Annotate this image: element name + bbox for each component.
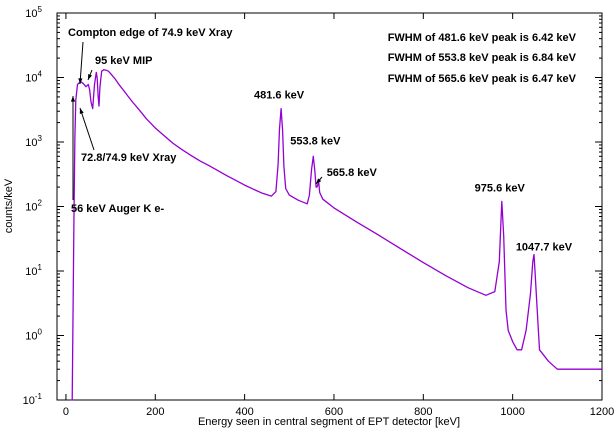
y-tick-exponent: 3	[38, 134, 43, 143]
annotation-label: 975.6 keV	[475, 182, 526, 194]
y-tick-label: 101	[25, 263, 42, 278]
y-tick-label: 103	[25, 134, 42, 149]
xray-arrow	[79, 107, 95, 151]
y-tick-exponent: 5	[38, 5, 43, 14]
annotation-label: 481.6 keV	[254, 90, 305, 102]
y-tick-label: 10-1	[23, 392, 43, 407]
spectrum-line	[70, 69, 602, 401]
axis-ticks	[57, 12, 603, 401]
y-tick-exponent: 2	[38, 199, 43, 208]
compton-arrow	[79, 41, 84, 85]
axis-tick-labels: 0 200 400 600 800 1000 120010-1100101102103104…	[23, 5, 614, 418]
compton-arrow-head	[78, 78, 83, 84]
y-tick-base: 10	[25, 8, 37, 20]
y-tick-base: 10	[25, 137, 37, 149]
peak-565-arrow-head	[316, 178, 322, 184]
fwhm-note-2: FWHM of 553.8 keV peak is 6.84 keV	[388, 52, 577, 64]
x-tick-label: 800	[414, 406, 432, 418]
x-tick-label: 0	[63, 406, 69, 418]
x-tick-label: 400	[235, 406, 253, 418]
annotation-label: 553.8 keV	[290, 135, 341, 147]
x-tick-label: 600	[325, 406, 343, 418]
y-tick-base: 10	[25, 202, 37, 214]
y-tick-exponent: -1	[35, 392, 43, 401]
y-tick-label: 105	[25, 5, 42, 20]
y-tick-base: 10	[23, 395, 35, 407]
y-tick-base: 10	[25, 73, 37, 85]
x-tick-label: 1000	[500, 406, 524, 418]
annotation-label: 72.8/74.9 keV Xray	[81, 152, 177, 164]
annotation-label: 1047.7 keV	[516, 242, 573, 254]
y-tick-base: 10	[25, 331, 37, 343]
y-tick-label: 102	[25, 199, 42, 214]
annotation-label: 95 keV MIP	[95, 55, 152, 67]
annotation-group: Compton edge of 74.9 keV Xray 95 keV MIP 7…	[68, 27, 573, 254]
x-tick-label: 1200	[590, 406, 614, 418]
annotation-label: Compton edge of 74.9 keV Xray	[68, 27, 233, 39]
fwhm-note-3: FWHM of 565.6 keV peak is 6.47 keV	[388, 73, 577, 85]
y-tick-label: 104	[25, 70, 42, 85]
y-axis-title: counts/keV	[3, 178, 15, 233]
annotation-label: 56 keV Auger K e-	[71, 203, 164, 215]
auger-arrow-head	[70, 96, 76, 102]
y-tick-exponent: 1	[38, 263, 43, 272]
y-tick-base: 10	[25, 266, 37, 278]
y-tick-exponent: 0	[38, 328, 43, 337]
series-group	[70, 69, 602, 401]
mip-arrow-head	[88, 74, 92, 80]
x-tick-label: 200	[146, 406, 164, 418]
fwhm-note-1: FWHM of 481.6 keV peak is 6.42 keV	[388, 32, 577, 44]
xray-arrow-head	[79, 108, 84, 114]
y-tick-exponent: 4	[38, 70, 43, 79]
y-tick-label: 100	[25, 328, 42, 343]
x-axis-title: Energy seen in central segment of EPT de…	[198, 416, 460, 428]
annotation-label: 565.8 keV	[327, 167, 378, 179]
